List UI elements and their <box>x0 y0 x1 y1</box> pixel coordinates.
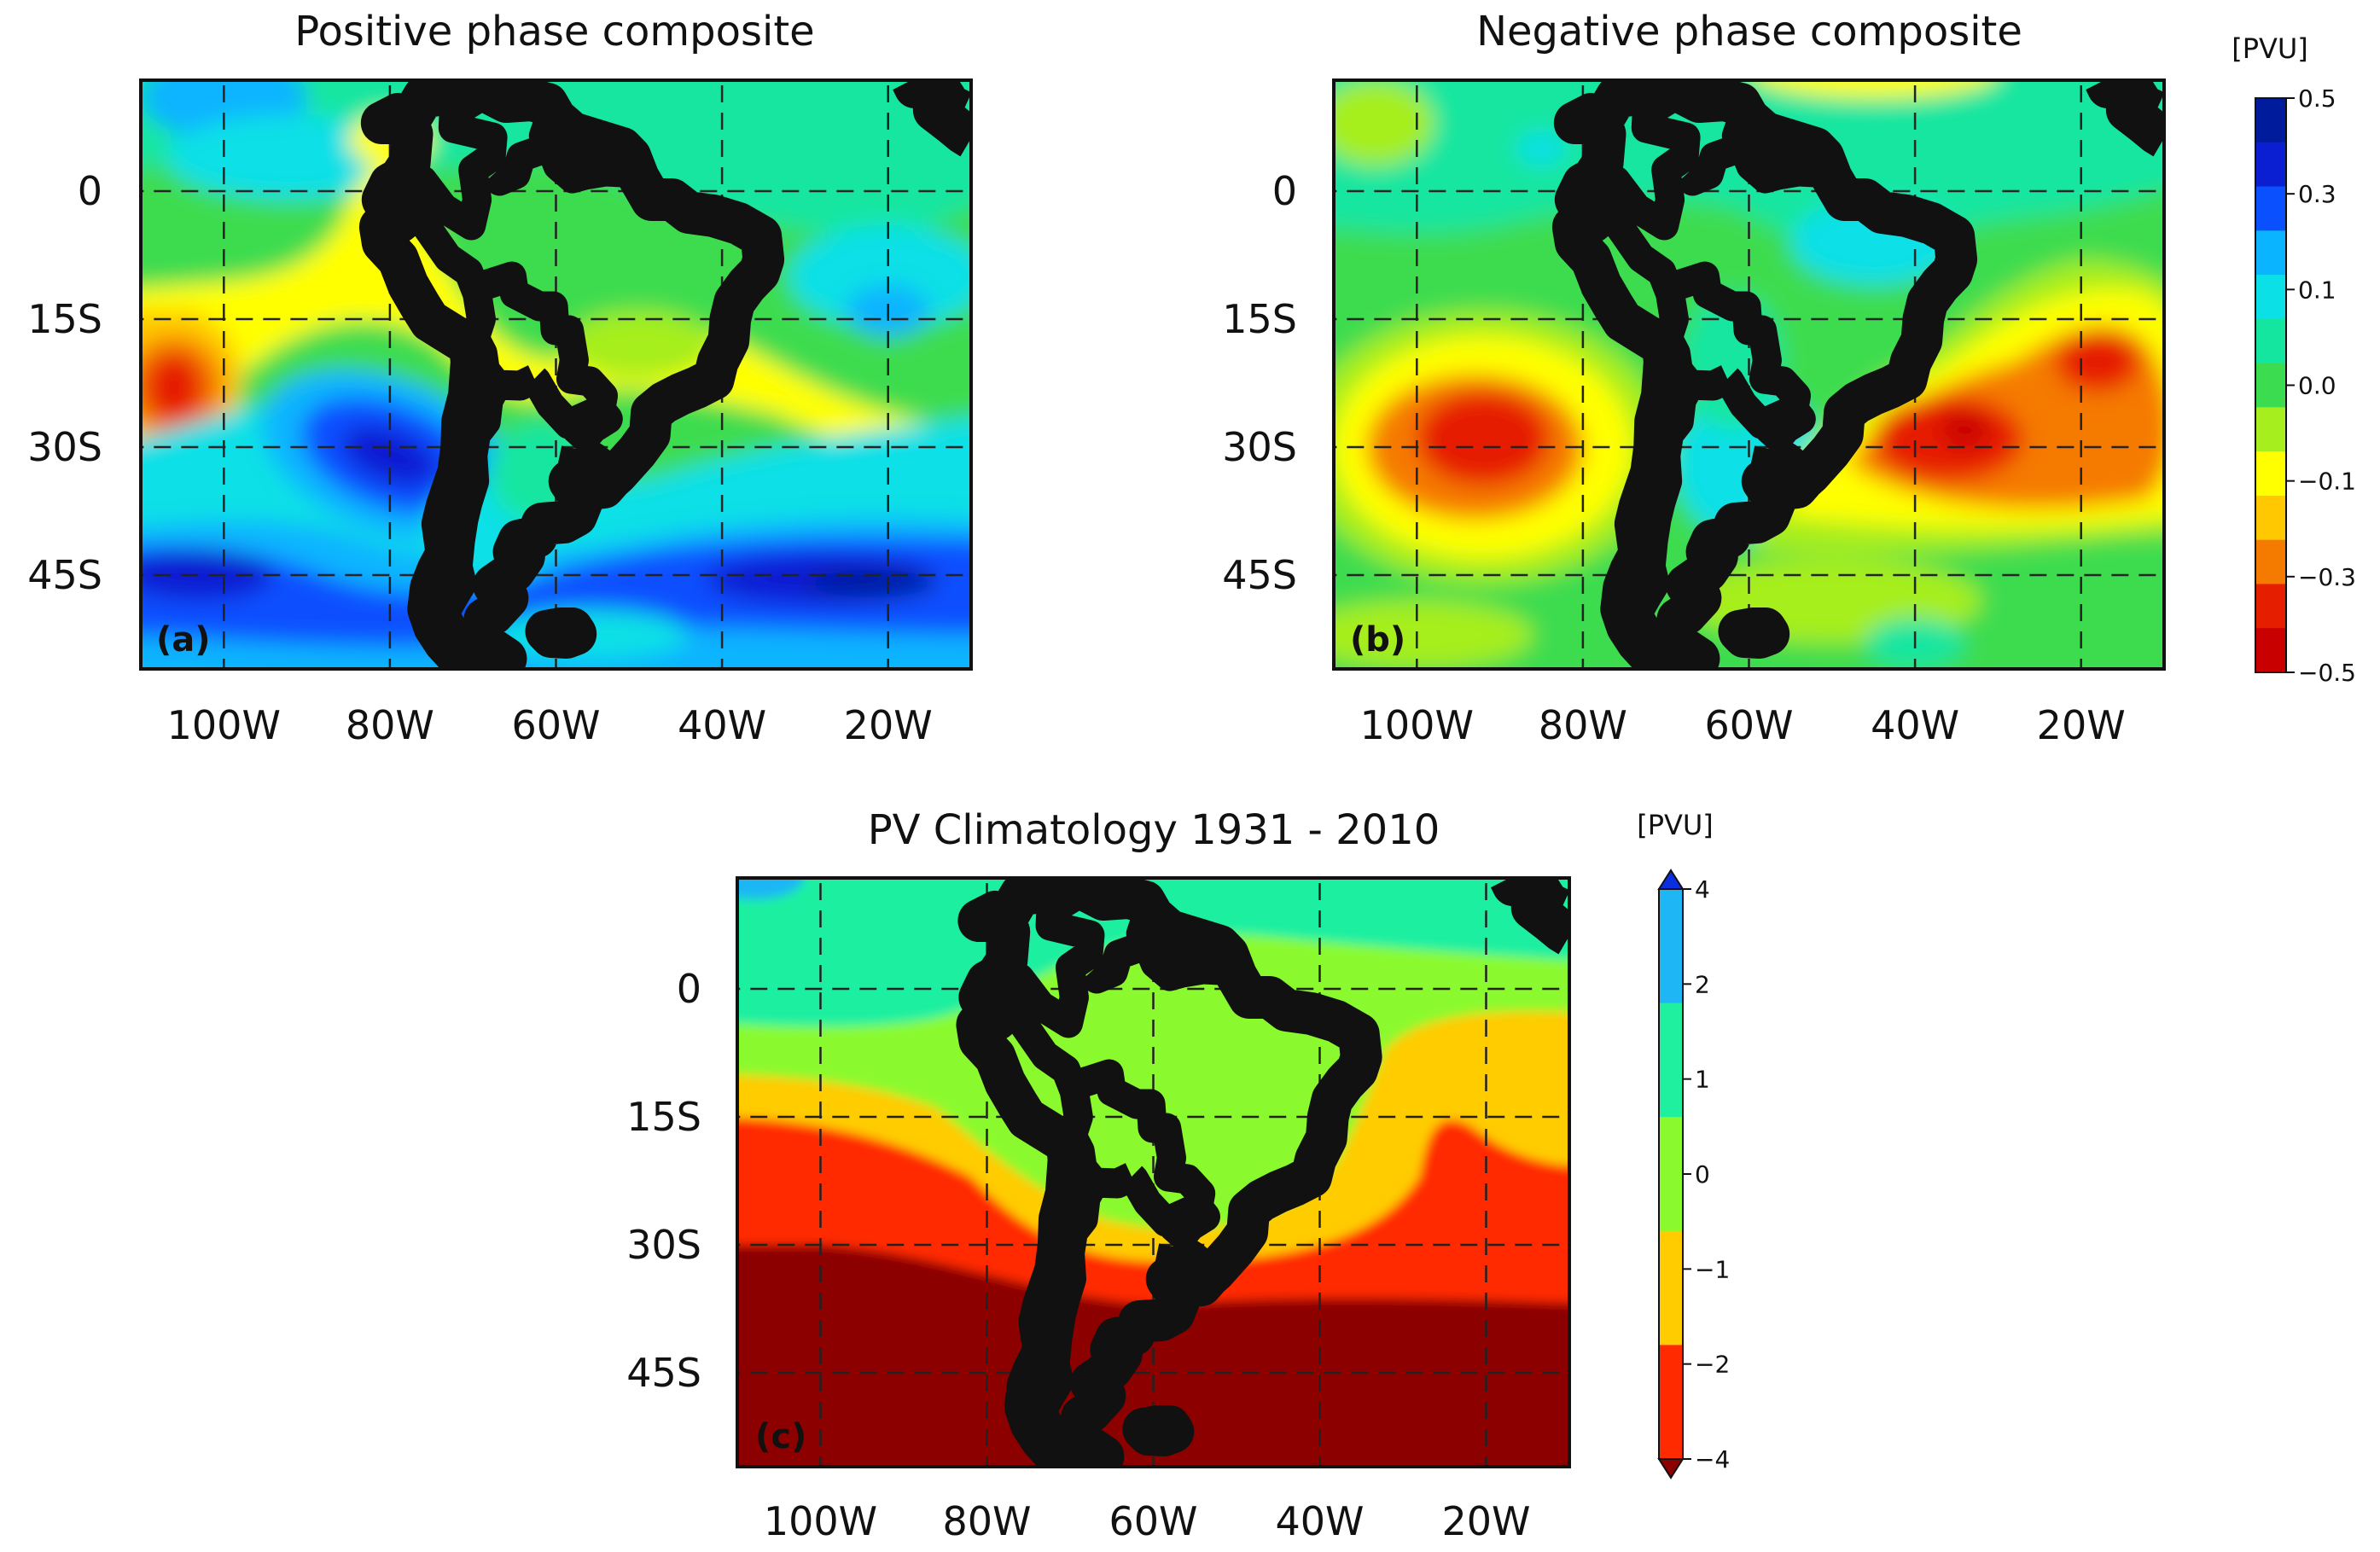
colorbar-swatch <box>2255 318 2286 364</box>
panel-a-title: Positive phase composite <box>294 8 814 55</box>
panel-a-label: (a) <box>156 620 211 660</box>
x-tick-label: 100W <box>764 1498 877 1544</box>
colorbar-swatch <box>2255 363 2286 408</box>
anomaly-colorbar: [PVU] 0.5 0.3 0.1 0.0 −0.1 −0.3 −0.5 <box>2232 32 2356 687</box>
panel-c-map <box>695 818 1611 1501</box>
x-tick-label: 40W <box>1275 1498 1364 1544</box>
colorbar-swatch <box>2255 628 2286 673</box>
panel-c-yticks: 0 15S 30S 45S <box>626 966 701 1396</box>
colorbar-tick-label: 0.1 <box>2298 276 2336 304</box>
x-tick-label: 60W <box>1109 1498 1197 1544</box>
x-tick-label: 80W <box>346 702 434 748</box>
panel-a-yticks: 0 15S 30S 45S <box>27 168 102 598</box>
panel-b-map <box>1334 80 2164 669</box>
colorbar-extend-min <box>1657 1458 1685 1479</box>
climatology-colorbar-swatches <box>1657 869 1685 1479</box>
colorbar-tick-label: 0.0 <box>2298 372 2336 400</box>
colorbar-swatch <box>1659 1117 1683 1232</box>
y-tick-label: 45S <box>626 1350 701 1396</box>
panel-c-title: PV Climatology 1931 - 2010 <box>868 806 1440 854</box>
x-tick-label: 100W <box>1360 702 1474 748</box>
colorbar-tick-label: −2 <box>1695 1351 1730 1379</box>
colorbar-tick-label: 1 <box>1695 1066 1710 1094</box>
x-tick-label: 40W <box>678 702 766 748</box>
colorbar-swatch <box>2255 451 2286 497</box>
x-tick-label: 60W <box>511 702 600 748</box>
x-tick-label: 60W <box>1704 702 1793 748</box>
climatology-colorbar: [PVU] 4 2 1 0 −1 −2 −4 <box>1637 809 1730 1479</box>
colorbar-tick-label: −4 <box>1695 1445 1730 1474</box>
colorbar-swatch <box>1659 1003 1683 1118</box>
panel-a-map <box>99 20 1012 703</box>
panel-c-label: (c) <box>755 1417 806 1456</box>
colorbar-tick-label: 0 <box>1695 1160 1710 1189</box>
y-tick-label: 15S <box>626 1094 701 1140</box>
anomaly-colorbar-unit: [PVU] <box>2232 32 2308 65</box>
x-tick-label: 20W <box>2037 702 2126 748</box>
colorbar-swatch <box>2255 230 2286 276</box>
panel-b-yticks: 0 15S 30S 45S <box>1222 168 1297 598</box>
y-tick-label: 45S <box>1222 552 1297 598</box>
colorbar-tick-label: 4 <box>1695 875 1710 904</box>
y-tick-label: 0 <box>1272 168 1297 214</box>
panel-c-gridlines <box>695 818 1611 1501</box>
colorbar-swatch <box>2255 142 2286 188</box>
panel-c-xticks: 100W 80W 60W 40W 20W <box>764 1498 1531 1544</box>
colorbar-swatch <box>2255 584 2286 629</box>
y-tick-label: 0 <box>677 966 701 1012</box>
y-tick-label: 30S <box>27 424 102 470</box>
y-tick-label: 30S <box>626 1222 701 1268</box>
colorbar-swatch <box>1659 889 1683 1004</box>
colorbar-tick-label: 2 <box>1695 970 1710 998</box>
panel-b-label: (b) <box>1350 620 1405 660</box>
panel-a-xticks: 100W 80W 60W 40W 20W <box>167 702 933 748</box>
colorbar-tick-label: 0.3 <box>2298 180 2336 208</box>
colorbar-swatch <box>1659 1230 1683 1346</box>
panel-b: Negative phase composite <box>1222 8 2166 748</box>
anomaly-colorbar-swatches <box>2255 98 2286 673</box>
anomaly-colorbar-ticks: 0.5 0.3 0.1 0.0 −0.1 −0.3 −0.5 <box>2286 84 2356 687</box>
panel-a-gridlines <box>99 20 1012 703</box>
x-tick-label: 20W <box>844 702 933 748</box>
colorbar-swatch <box>2255 495 2286 541</box>
colorbar-tick-label: −0.5 <box>2298 659 2356 687</box>
panel-b-xticks: 100W 80W 60W 40W 20W <box>1360 702 2126 748</box>
colorbar-tick-label: −0.1 <box>2298 468 2356 496</box>
x-tick-label: 80W <box>942 1498 1031 1544</box>
x-tick-label: 100W <box>167 702 281 748</box>
colorbar-swatch <box>1659 1345 1683 1460</box>
colorbar-swatch <box>2255 407 2286 452</box>
colorbar-tick-label: −0.3 <box>2298 563 2356 591</box>
climatology-colorbar-ticks: 4 2 1 0 −1 −2 −4 <box>1683 875 1730 1474</box>
colorbar-swatch <box>2255 275 2286 320</box>
colorbar-tick-label: −1 <box>1695 1255 1730 1283</box>
x-tick-label: 40W <box>1871 702 1959 748</box>
climatology-colorbar-unit: [PVU] <box>1637 809 1714 841</box>
y-tick-label: 30S <box>1222 424 1297 470</box>
colorbar-swatch <box>2255 98 2286 143</box>
panel-b-title: Negative phase composite <box>1476 8 2022 55</box>
y-tick-label: 45S <box>27 552 102 598</box>
x-tick-label: 80W <box>1539 702 1627 748</box>
y-tick-label: 15S <box>27 296 102 342</box>
x-tick-label: 20W <box>1441 1498 1530 1544</box>
y-tick-label: 15S <box>1222 296 1297 342</box>
colorbar-swatch <box>2255 539 2286 584</box>
panel-c: PV Climatology 1931 - 2010 <box>626 806 1611 1544</box>
colorbar-tick-label: 0.5 <box>2298 84 2336 113</box>
colorbar-extend-max <box>1657 869 1685 890</box>
colorbar-swatch <box>2255 186 2286 231</box>
panel-a: Positive phase composite <box>27 8 1012 748</box>
y-tick-label: 0 <box>78 168 102 214</box>
